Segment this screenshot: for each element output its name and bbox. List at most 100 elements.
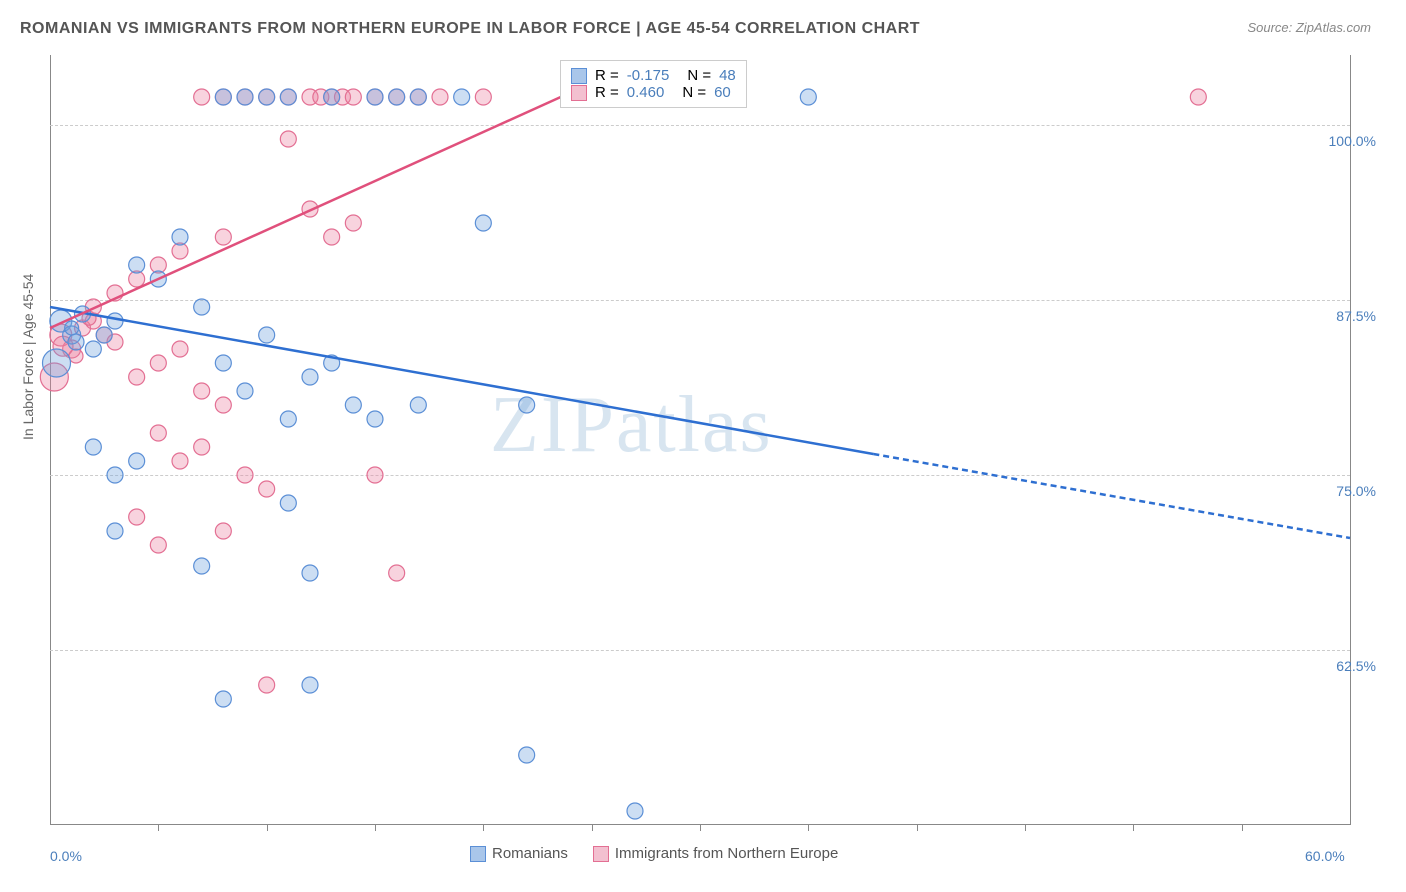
data-point	[215, 229, 231, 245]
data-point	[259, 327, 275, 343]
x-tick-label: 60.0%	[1305, 848, 1345, 864]
legend-item-a: Romanians	[470, 845, 568, 862]
stats-row-b: R = 0.460 N = 60	[571, 84, 736, 101]
data-point	[107, 523, 123, 539]
data-point	[129, 453, 145, 469]
x-minor-tick	[592, 825, 593, 831]
x-minor-tick	[158, 825, 159, 831]
data-point	[367, 411, 383, 427]
x-minor-tick	[700, 825, 701, 831]
data-point	[302, 677, 318, 693]
data-point	[519, 747, 535, 763]
data-point	[1190, 89, 1206, 105]
data-point	[475, 215, 491, 231]
x-minor-tick	[375, 825, 376, 831]
data-point	[345, 89, 361, 105]
bottom-legend: Romanians Immigrants from Northern Europ…	[470, 845, 838, 862]
data-point	[367, 467, 383, 483]
data-point	[519, 397, 535, 413]
data-point	[475, 89, 491, 105]
data-point	[107, 313, 123, 329]
x-minor-tick	[483, 825, 484, 831]
data-point	[194, 383, 210, 399]
regression-line	[50, 307, 873, 454]
data-point	[194, 89, 210, 105]
stats-legend-box: R = -0.175 N = 48 R = 0.460 N = 60	[560, 60, 747, 108]
data-point	[324, 229, 340, 245]
data-point	[280, 131, 296, 147]
data-point	[129, 369, 145, 385]
data-point	[389, 565, 405, 581]
data-point	[96, 327, 112, 343]
chart-title: ROMANIAN VS IMMIGRANTS FROM NORTHERN EUR…	[20, 20, 920, 38]
data-point	[302, 565, 318, 581]
x-tick-label: 0.0%	[50, 848, 82, 864]
data-point	[43, 349, 71, 377]
x-minor-tick	[1133, 825, 1134, 831]
data-point	[194, 439, 210, 455]
data-point	[172, 341, 188, 357]
data-point	[627, 803, 643, 819]
x-minor-tick	[1025, 825, 1026, 831]
data-point	[259, 481, 275, 497]
legend-item-b: Immigrants from Northern Europe	[593, 845, 838, 862]
data-point	[324, 89, 340, 105]
data-point	[68, 334, 84, 350]
legend-swatch-b	[593, 846, 609, 862]
data-point	[172, 229, 188, 245]
data-point	[410, 89, 426, 105]
data-point	[280, 89, 296, 105]
data-point	[85, 341, 101, 357]
data-point	[345, 215, 361, 231]
plot-right-border	[1350, 55, 1351, 825]
data-point	[237, 467, 253, 483]
data-point	[432, 89, 448, 105]
data-point	[215, 691, 231, 707]
stats-r-value-b: 0.460	[627, 84, 665, 101]
data-point	[129, 257, 145, 273]
stats-n-label-a: N =	[687, 67, 711, 84]
data-point	[85, 439, 101, 455]
y-axis-label: In Labor Force | Age 45-54	[20, 274, 36, 440]
stats-n-label-b: N =	[682, 84, 706, 101]
data-point	[259, 677, 275, 693]
data-point	[194, 558, 210, 574]
data-point	[389, 89, 405, 105]
data-point	[345, 397, 361, 413]
data-point	[302, 369, 318, 385]
data-point	[280, 411, 296, 427]
stats-r-value-a: -0.175	[627, 67, 670, 84]
data-point	[65, 321, 79, 335]
legend-swatch-a	[470, 846, 486, 862]
stats-n-value-a: 48	[719, 67, 736, 84]
data-point	[367, 89, 383, 105]
stats-swatch-a	[571, 68, 587, 84]
regression-line	[873, 454, 1350, 538]
data-point	[215, 397, 231, 413]
stats-r-label-b: R =	[595, 84, 619, 101]
legend-label-a: Romanians	[492, 845, 568, 862]
stats-r-label-a: R =	[595, 67, 619, 84]
scatter-svg	[50, 55, 1350, 825]
data-point	[172, 453, 188, 469]
data-point	[259, 89, 275, 105]
data-point	[215, 523, 231, 539]
data-point	[410, 397, 426, 413]
data-point	[107, 467, 123, 483]
data-point	[215, 355, 231, 371]
regression-line	[50, 83, 592, 328]
x-minor-tick	[267, 825, 268, 831]
stats-swatch-b	[571, 85, 587, 101]
legend-label-b: Immigrants from Northern Europe	[615, 845, 838, 862]
data-point	[454, 89, 470, 105]
x-minor-tick	[917, 825, 918, 831]
data-point	[150, 355, 166, 371]
source-text: Source: ZipAtlas.com	[1247, 20, 1371, 35]
data-point	[237, 383, 253, 399]
x-minor-tick	[808, 825, 809, 831]
x-minor-tick	[1242, 825, 1243, 831]
stats-n-value-b: 60	[714, 84, 731, 101]
data-point	[150, 537, 166, 553]
data-point	[150, 425, 166, 441]
data-point	[800, 89, 816, 105]
